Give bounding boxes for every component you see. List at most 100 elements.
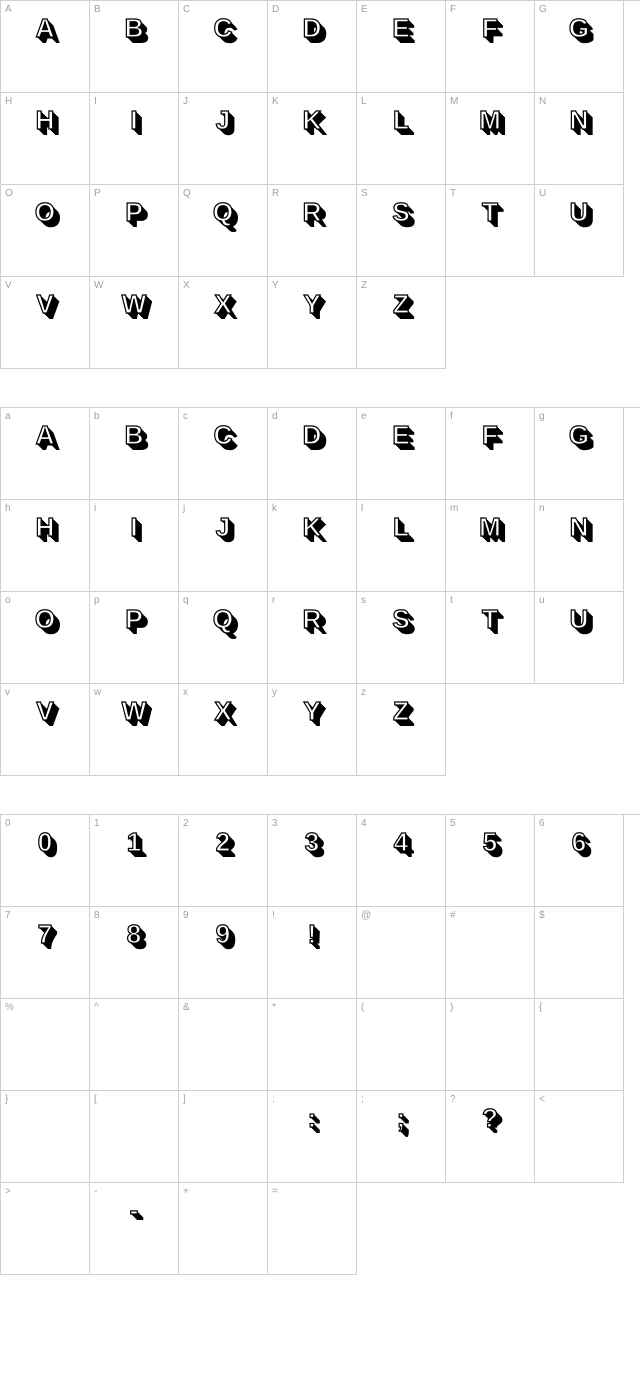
glyph-cell: + xyxy=(179,1183,268,1275)
cell-label: 8 xyxy=(94,910,100,921)
glyph-cell: dDD xyxy=(268,408,357,500)
glyph-cell: 333 xyxy=(268,815,357,907)
cell-label: B xyxy=(94,4,101,15)
glyph-cell: tTT xyxy=(446,592,535,684)
cell-label: f xyxy=(450,411,453,422)
cell-label: q xyxy=(183,595,189,606)
glyph: XX xyxy=(179,698,267,725)
glyph: OO xyxy=(1,199,89,226)
glyph-cell: EEE xyxy=(357,1,446,93)
glyph-cell: --- xyxy=(90,1183,179,1275)
glyph-cell: gGG xyxy=(535,408,624,500)
glyph: ZZ xyxy=(357,698,445,725)
cell-label: O xyxy=(5,188,13,199)
glyph: PP xyxy=(90,199,178,226)
glyph-cell: LLL xyxy=(357,93,446,185)
cell-label: A xyxy=(5,4,12,15)
glyph-cell: UUU xyxy=(535,185,624,277)
cell-label: y xyxy=(272,687,277,698)
cell-label: S xyxy=(361,188,368,199)
glyph-cell: mMM xyxy=(446,500,535,592)
glyph: II xyxy=(90,514,178,541)
glyph-cell: pPP xyxy=(90,592,179,684)
glyph: SS xyxy=(357,199,445,226)
cell-label: ) xyxy=(450,1002,453,1013)
empty-cell xyxy=(535,277,624,369)
cell-label: z xyxy=(361,687,366,698)
cell-label: n xyxy=(539,503,545,514)
glyph-cell: DDD xyxy=(268,1,357,93)
cell-label: 0 xyxy=(5,818,11,829)
glyph-cell: AAA xyxy=(1,1,90,93)
glyph: VV xyxy=(1,698,89,725)
glyph-cell: QQQ xyxy=(179,185,268,277)
glyph: MM xyxy=(446,514,534,541)
cell-label: ] xyxy=(183,1094,186,1105)
glyph-grid: aAAbBBcCCdDDeEEfFFgGGhHHiIIjJJkKKlLLmMMn… xyxy=(0,407,640,776)
glyph: WW xyxy=(90,698,178,725)
cell-label: E xyxy=(361,4,368,15)
cell-label: I xyxy=(94,96,97,107)
glyph-cell: sSS xyxy=(357,592,446,684)
glyph: JJ xyxy=(179,107,267,134)
cell-label: } xyxy=(5,1094,8,1105)
cell-label: # xyxy=(450,910,456,921)
cell-label: 7 xyxy=(5,910,11,921)
cell-label: T xyxy=(450,188,456,199)
glyph-cell: lLL xyxy=(357,500,446,592)
glyph: -- xyxy=(90,1197,178,1224)
glyph-cell: ^ xyxy=(90,999,179,1091)
glyph: EE xyxy=(357,15,445,42)
glyph-cell: 222 xyxy=(179,815,268,907)
glyph: YY xyxy=(268,291,356,318)
cell-label: D xyxy=(272,4,279,15)
cell-label: o xyxy=(5,595,11,606)
glyph: NN xyxy=(535,514,623,541)
cell-label: 2 xyxy=(183,818,189,829)
glyph-cell: jJJ xyxy=(179,500,268,592)
cell-label: u xyxy=(539,595,545,606)
cell-label: ; xyxy=(361,1094,364,1105)
cell-label: t xyxy=(450,595,453,606)
cell-label: 3 xyxy=(272,818,278,829)
cell-label: X xyxy=(183,280,190,291)
cell-label: 5 xyxy=(450,818,456,829)
cell-label: k xyxy=(272,503,277,514)
empty-cell xyxy=(446,684,535,776)
glyph-cell: % xyxy=(1,999,90,1091)
glyph: UU xyxy=(535,606,623,633)
glyph-cell: 777 xyxy=(1,907,90,999)
glyph-cell: aAA xyxy=(1,408,90,500)
glyph: TT xyxy=(446,199,534,226)
glyph: JJ xyxy=(179,514,267,541)
glyph: 99 xyxy=(179,921,267,948)
glyph-cell: JJJ xyxy=(179,93,268,185)
glyph: QQ xyxy=(179,606,267,633)
cell-label: > xyxy=(5,1186,11,1197)
glyph: CC xyxy=(179,15,267,42)
glyph: !! xyxy=(268,921,356,948)
glyph: AA xyxy=(1,422,89,449)
glyph: :: xyxy=(268,1105,356,1132)
cell-label: d xyxy=(272,411,278,422)
cell-label: G xyxy=(539,4,547,15)
cell-label: c xyxy=(183,411,188,422)
glyph-cell: WWW xyxy=(90,277,179,369)
glyph: BB xyxy=(90,15,178,42)
cell-label: & xyxy=(183,1002,190,1013)
section-symbols: 000111222333444555666777888999!!!@#$%^&*… xyxy=(0,814,640,1275)
glyph-cell: SSS xyxy=(357,185,446,277)
glyph-cell: GGG xyxy=(535,1,624,93)
glyph-cell: vVV xyxy=(1,684,90,776)
glyph: MM xyxy=(446,107,534,134)
cell-label: W xyxy=(94,280,103,291)
cell-label: : xyxy=(272,1094,275,1105)
cell-label: P xyxy=(94,188,101,199)
glyph: 44 xyxy=(357,829,445,856)
glyph: 33 xyxy=(268,829,356,856)
glyph-cell: 666 xyxy=(535,815,624,907)
glyph-cell: !!! xyxy=(268,907,357,999)
cell-label: s xyxy=(361,595,366,606)
glyph-cell: 111 xyxy=(90,815,179,907)
cell-label: x xyxy=(183,687,188,698)
